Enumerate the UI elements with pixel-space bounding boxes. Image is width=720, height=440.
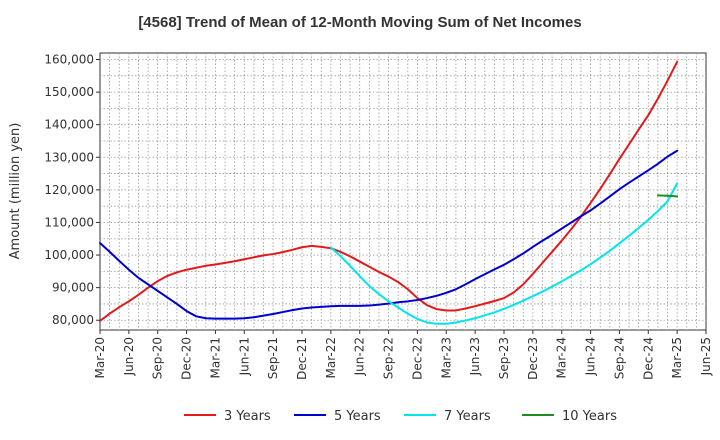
y-axis: 80,000 90,000 100,000 110,000 120,000 130,000… [44, 53, 100, 327]
y-tick-label: 100,000 [44, 248, 94, 262]
legend: 3 Years 5 Years 7 Years 10 Years [184, 409, 617, 424]
x-tick-label: Jun-22 [353, 337, 367, 376]
x-tick-label: Sep-21 [266, 337, 280, 379]
x-tick-label: Sep-22 [382, 337, 396, 379]
series-line-5-years [99, 149, 679, 320]
y-tick-label: 80,000 [52, 313, 94, 327]
x-tick-label: Sep-24 [612, 337, 626, 379]
x-tick-label: Dec-20 [180, 337, 194, 380]
x-tick-label: Jun-23 [468, 337, 482, 376]
y-tick-label: 150,000 [44, 85, 94, 99]
series-line-10-years [656, 194, 679, 198]
x-axis: Mar-20 Jun-20 Sep-20 Dec-20 Mar-21 Jun-21 Sep-… [93, 330, 713, 380]
x-tick-label: Jun-20 [122, 337, 136, 376]
plot-area [99, 52, 707, 331]
x-tick-label: Sep-23 [497, 337, 511, 379]
x-tick-label: Mar-20 [93, 337, 107, 378]
x-tick-label: Dec-23 [526, 337, 540, 380]
y-tick-label: 160,000 [44, 53, 94, 67]
y-tick-label: 140,000 [44, 118, 94, 132]
chart-title: [4568] Trend of Mean of 12-Month Moving … [138, 14, 582, 31]
y-tick-label: 110,000 [44, 215, 94, 229]
x-tick-label: Jun-25 [699, 337, 713, 376]
y-tick-label: 90,000 [52, 281, 94, 295]
x-tick-label: Mar-24 [555, 337, 569, 378]
x-tick-label: Jun-21 [237, 337, 251, 376]
series-line-7-years [329, 182, 679, 325]
y-tick-label: 130,000 [44, 150, 94, 164]
series-lines [99, 60, 679, 325]
x-tick-label: Mar-25 [670, 337, 684, 378]
legend-label-3-years: 3 Years [224, 409, 271, 424]
legend-label-5-years: 5 Years [334, 409, 381, 424]
x-tick-label: Dec-22 [410, 337, 424, 380]
legend-label-7-years: 7 Years [444, 409, 491, 424]
grid-lines [100, 53, 706, 330]
y-axis-title: Amount (million yen) [8, 123, 23, 260]
x-tick-label: Dec-21 [295, 337, 309, 380]
x-tick-label: Sep-20 [151, 337, 165, 379]
x-tick-label: Mar-22 [324, 337, 338, 378]
y-tick-label: 120,000 [44, 183, 94, 197]
x-tick-label: Dec-24 [641, 337, 655, 380]
x-tick-label: Mar-23 [439, 337, 453, 378]
x-tick-label: Mar-21 [208, 337, 222, 378]
x-tick-label: Jun-24 [584, 337, 598, 376]
legend-label-10-years: 10 Years [562, 409, 617, 424]
